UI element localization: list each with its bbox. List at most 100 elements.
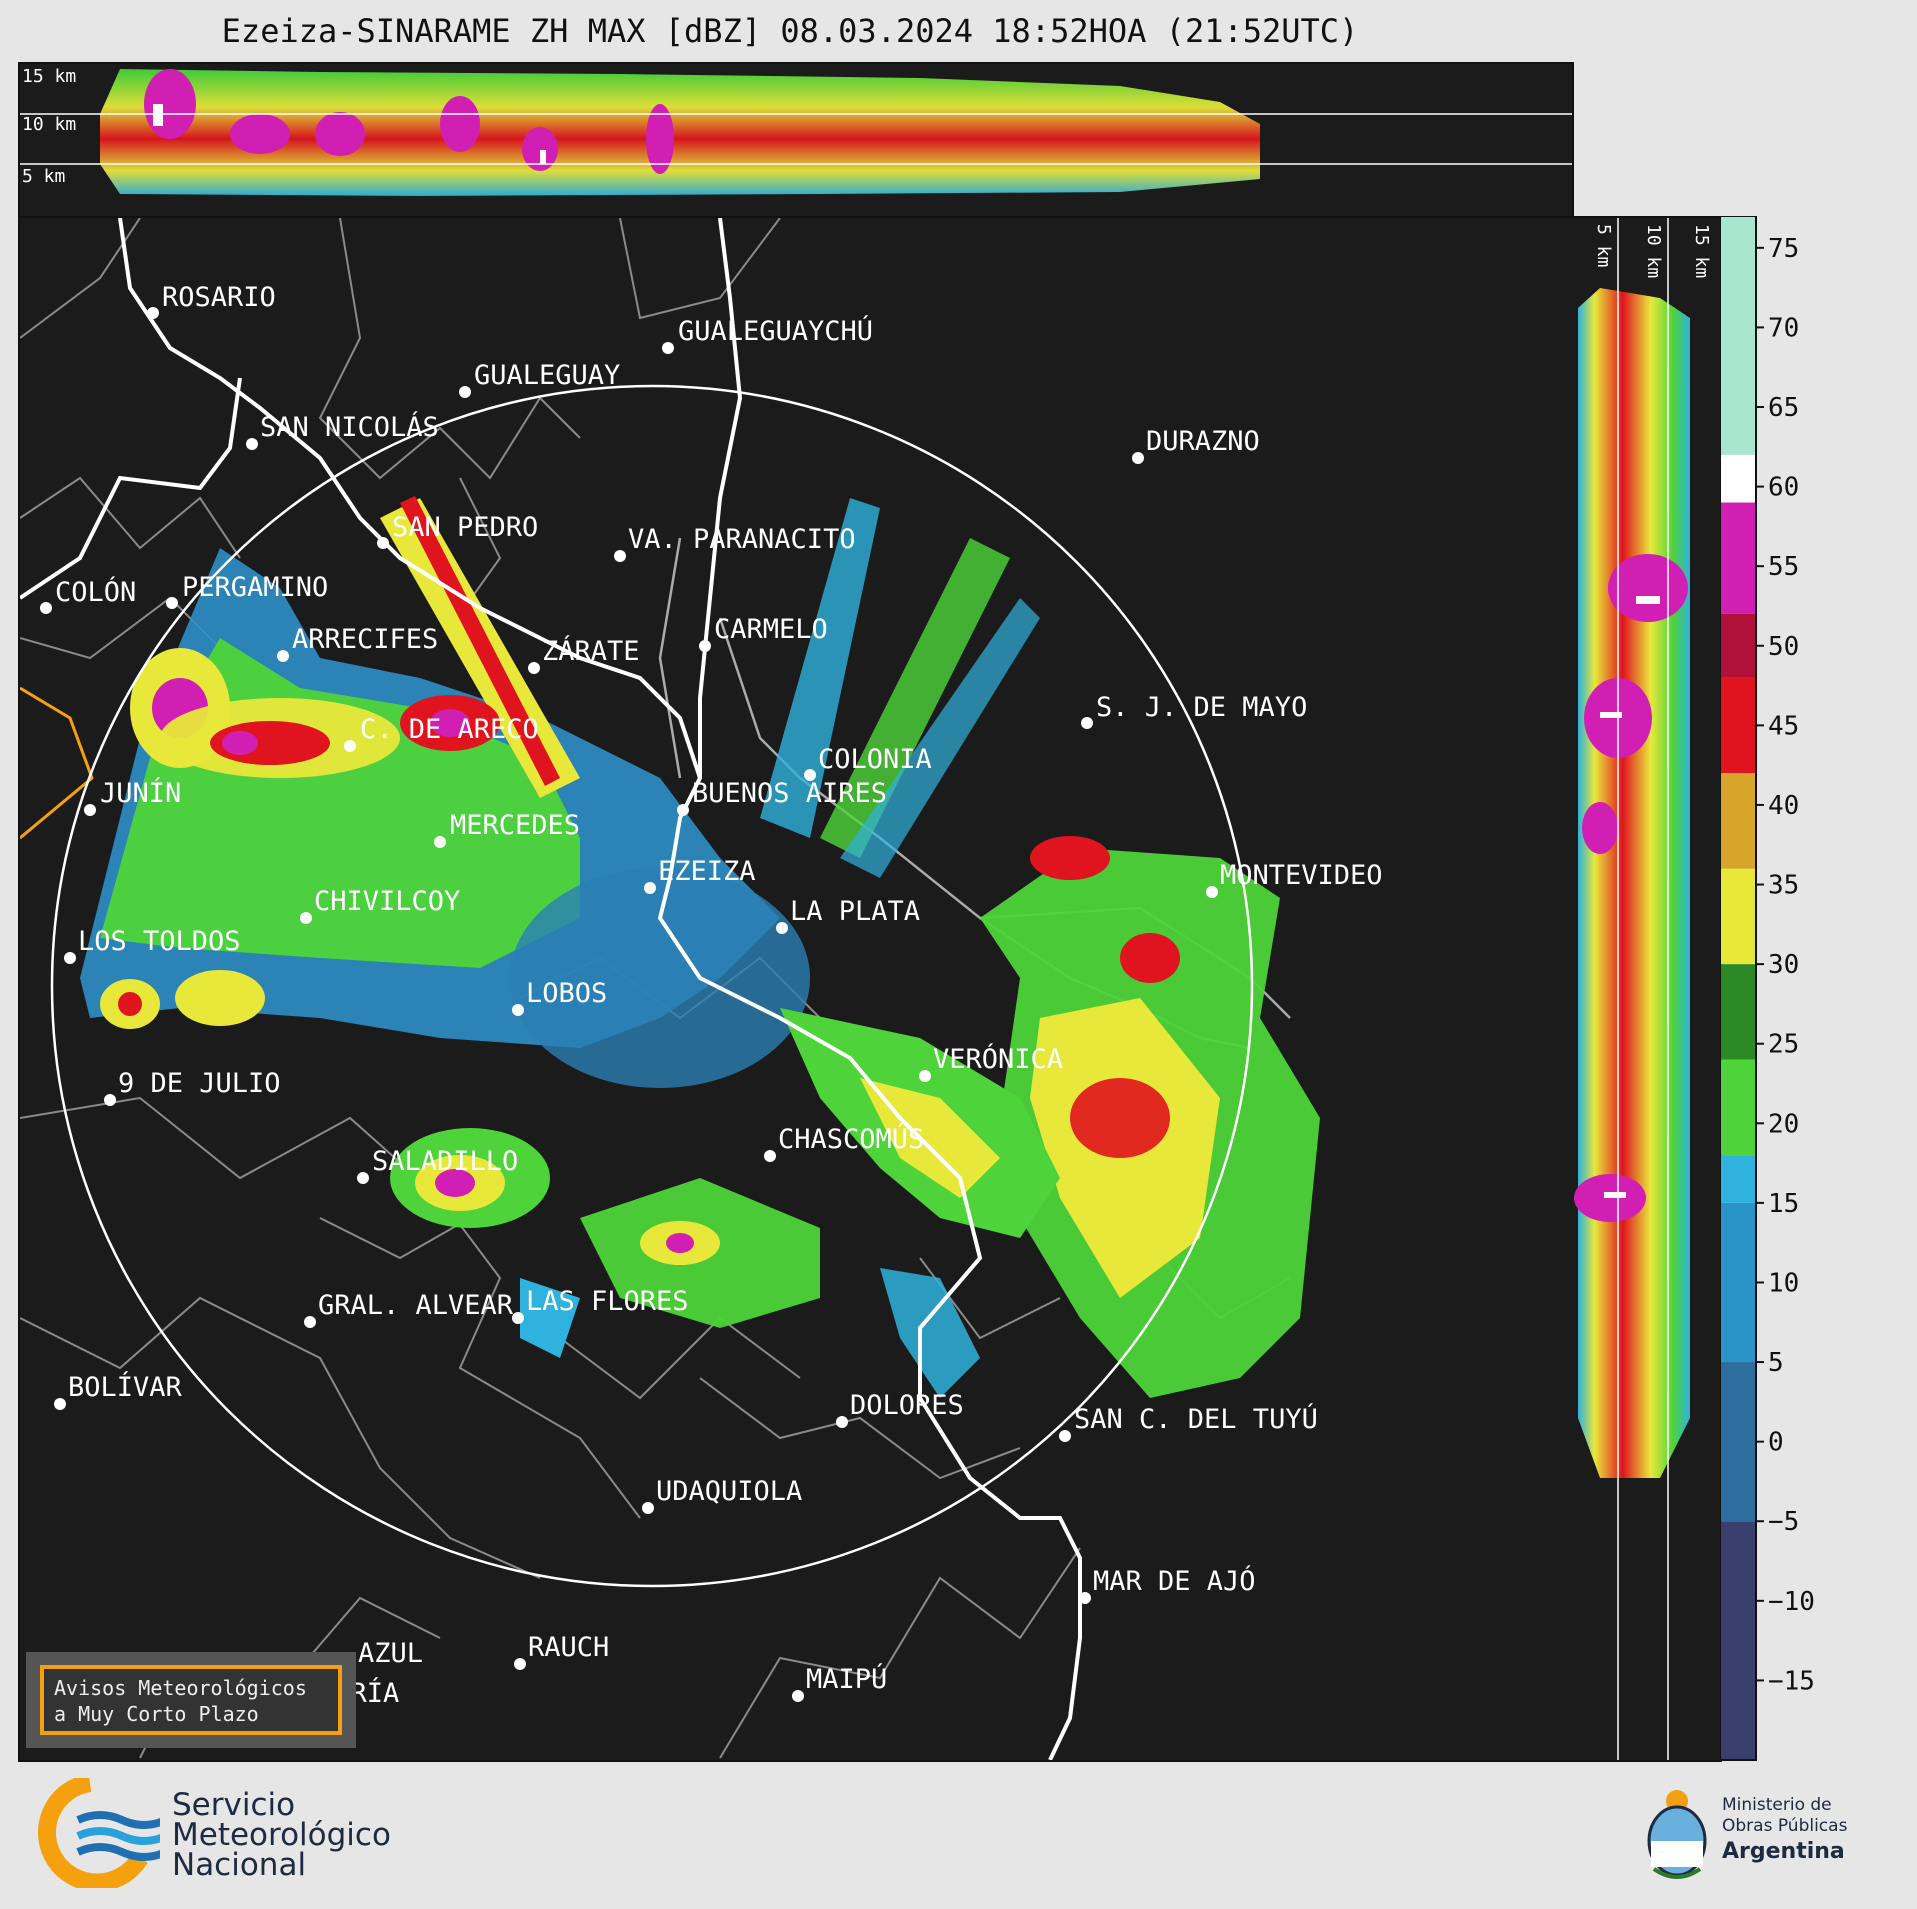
radar-map[interactable]: ROSARIO GUALEGUAYCHÚ GUALEGUAY SAN NICOL… bbox=[18, 216, 1574, 1762]
avisos-panel[interactable]: Avisos Meteorológicos a Muy Corto Plazo bbox=[26, 1652, 356, 1748]
colorbar-tick-label: 35 bbox=[1768, 871, 1799, 901]
city-label: RAUCH bbox=[528, 1632, 609, 1663]
colorbar-tick-label: 50 bbox=[1768, 632, 1799, 662]
radar-echoes bbox=[80, 496, 1320, 1398]
city-label: CARMELO bbox=[714, 614, 828, 645]
colorbar-frame bbox=[1719, 215, 1757, 1761]
city-label: BOLÍVAR bbox=[68, 1371, 183, 1403]
city-label: SALADILLO bbox=[372, 1146, 518, 1177]
city-label: PERGAMINO bbox=[182, 572, 328, 603]
smn-logo: Servicio Meteorológico Nacional bbox=[30, 1778, 450, 1888]
smn-logo-line3: Nacional bbox=[172, 1847, 307, 1883]
colorbar-tick-label: 15 bbox=[1768, 1189, 1799, 1219]
map-title: Ezeiza-SINARAME ZH MAX [dBZ] 08.03.2024 … bbox=[221, 12, 1359, 50]
country-border bbox=[20, 686, 94, 840]
city-label: CHIVILCOY bbox=[314, 886, 460, 917]
colorbar-tick-label: 20 bbox=[1768, 1109, 1799, 1139]
colorbar-tick-label: 25 bbox=[1768, 1030, 1799, 1060]
smn-logo-icon bbox=[38, 1778, 160, 1888]
city-label: CHASCOMÚS bbox=[778, 1123, 924, 1155]
city-label: SAN PEDRO bbox=[392, 512, 538, 543]
side-label-15km: 15 km bbox=[1691, 224, 1712, 278]
city-label: SAN NICOLÁS bbox=[260, 411, 439, 443]
colorbar-band bbox=[1720, 964, 1756, 1060]
colorbar-bands bbox=[1720, 216, 1756, 1760]
colorbar-tick-label: 0 bbox=[1768, 1428, 1784, 1458]
city-label: S. J. DE MAYO bbox=[1096, 692, 1307, 723]
city-label: COLONIA bbox=[818, 744, 932, 775]
city-label: UDAQUIOLA bbox=[656, 1476, 802, 1507]
avisos-line2: a Muy Corto Plazo bbox=[54, 1702, 259, 1726]
colorbar-band bbox=[1720, 868, 1756, 965]
ministry-logo: Ministerio de Obras Públicas Argentina bbox=[1640, 1785, 1900, 1885]
colorbar-band bbox=[1720, 502, 1756, 614]
city-label: VA. PARANACITO bbox=[628, 524, 856, 555]
side-echo-body bbox=[1578, 288, 1690, 1478]
colorbar-tick-label: 60 bbox=[1768, 473, 1799, 503]
side-echo-peaks bbox=[1600, 596, 1660, 1198]
city-label: SAN C. DEL TUYÚ bbox=[1074, 1403, 1318, 1435]
ministry-line1: Ministerio de bbox=[1722, 1795, 1832, 1815]
city-label: VERÓNICA bbox=[933, 1043, 1063, 1075]
top-cross-section: 15 km 10 km 5 km bbox=[18, 62, 1574, 218]
smn-logo-line1: Servicio bbox=[172, 1787, 296, 1823]
city-label: LA PLATA bbox=[790, 896, 920, 927]
side-label-10km: 10 km bbox=[1643, 224, 1664, 278]
city-label: DOLORES bbox=[850, 1390, 964, 1421]
colorbar-band bbox=[1720, 454, 1756, 503]
city-label: 9 DE JULIO bbox=[118, 1068, 281, 1099]
colorbar-tick-label: −10 bbox=[1768, 1587, 1815, 1617]
city-label: DURAZNO bbox=[1146, 426, 1260, 457]
colorbar-tick-label: 40 bbox=[1768, 791, 1799, 821]
top-label-15km: 15 km bbox=[22, 66, 76, 87]
city-label: GUALEGUAYCHÚ bbox=[678, 315, 873, 347]
colorbar-tick-label: −15 bbox=[1768, 1666, 1815, 1696]
side-cross-section: 5 km 10 km 15 km bbox=[1570, 216, 1722, 1762]
city-label: ROSARIO bbox=[162, 282, 276, 313]
city-label: LOBOS bbox=[526, 978, 607, 1009]
ministry-line2: Obras Públicas bbox=[1722, 1816, 1848, 1836]
colorbar-tick-label: 30 bbox=[1768, 950, 1799, 980]
city-label: BUENOS AIRES bbox=[692, 778, 887, 809]
avisos-line1: Avisos Meteorológicos bbox=[54, 1676, 307, 1700]
city-label: MERCEDES bbox=[450, 810, 580, 841]
top-label-5km: 5 km bbox=[22, 166, 65, 187]
coat-of-arms-icon bbox=[1647, 1790, 1707, 1879]
city-label: C. DE ARECO bbox=[360, 714, 539, 745]
colorbar-tick-label: 45 bbox=[1768, 711, 1799, 741]
colorbar-band bbox=[1720, 216, 1756, 455]
top-echo-peaks bbox=[153, 104, 546, 164]
side-cross-section-plot: 5 km 10 km 15 km bbox=[1574, 218, 1712, 1760]
city-label: MAR DE AJÓ bbox=[1093, 1565, 1256, 1597]
colorbar: 75 70 65 60 55 50 45 40 35 30 25 20 15 10 5 0 −5 −10 −15 bbox=[1719, 215, 1850, 1762]
colorbar-tick-label: 65 bbox=[1768, 393, 1799, 423]
colorbar-tick-label: 75 bbox=[1768, 234, 1799, 264]
city-label: ZÁRATE bbox=[542, 635, 640, 667]
colorbar-tick-label: 70 bbox=[1768, 313, 1799, 343]
ministry-line3: Argentina bbox=[1722, 1839, 1845, 1864]
colorbar-band bbox=[1720, 1521, 1756, 1760]
colorbar-band bbox=[1720, 773, 1756, 869]
colorbar-band bbox=[1720, 677, 1756, 774]
side-label-5km: 5 km bbox=[1593, 224, 1614, 267]
colorbar-tick-label: −5 bbox=[1768, 1507, 1799, 1537]
city-label: GUALEGUAY bbox=[474, 360, 620, 391]
city-label: MAIPÚ bbox=[806, 1663, 887, 1695]
city-label: ARRECIFES bbox=[292, 624, 438, 655]
smn-logo-line2: Meteorológico bbox=[172, 1817, 391, 1853]
city-label: COLÓN bbox=[55, 576, 136, 608]
city-label: LAS FLORES bbox=[526, 1286, 689, 1317]
avisos-link[interactable]: Avisos Meteorológicos a Muy Corto Plazo bbox=[40, 1665, 342, 1735]
colorbar-band bbox=[1720, 613, 1756, 678]
city-label: LOS TOLDOS bbox=[78, 926, 241, 957]
top-echo-cores bbox=[144, 69, 674, 174]
colorbar-tick-label: 10 bbox=[1768, 1268, 1799, 1298]
city-label: AZUL bbox=[358, 1638, 423, 1669]
city-label: EZEIZA bbox=[658, 856, 756, 887]
colorbar-tick-label: 55 bbox=[1768, 552, 1799, 582]
colorbar-band bbox=[1720, 1059, 1756, 1156]
radar-map-svg: ROSARIO GUALEGUAYCHÚ GUALEGUAY SAN NICOL… bbox=[20, 218, 1383, 1760]
city-label: GRAL. ALVEAR bbox=[318, 1290, 514, 1321]
